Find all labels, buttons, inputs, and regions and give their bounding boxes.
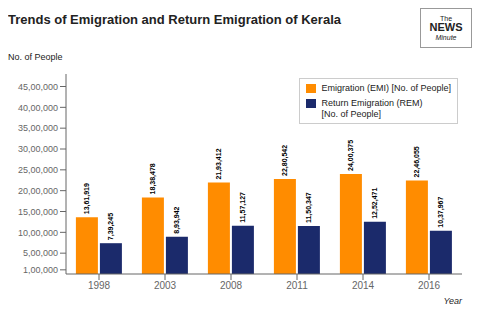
svg-text:15,00,000: 15,00,000 <box>18 207 58 217</box>
html-text:Trends of Emigration and Retur: Trends of Emigration and Return Emigrati… <box>8 12 341 27</box>
svg-text:11,57,127: 11,57,127 <box>239 192 247 223</box>
svg-text:1,00,000: 1,00,000 <box>23 265 58 275</box>
svg-text:12,52,471: 12,52,471 <box>371 188 379 219</box>
html-text:The: The <box>440 14 452 22</box>
svg-text:22,46,055: 22,46,055 <box>413 146 421 177</box>
svg-text:10,37,967: 10,37,967 <box>437 197 445 228</box>
svg-text:1998: 1998 <box>88 280 111 291</box>
svg-text:8,93,942: 8,93,942 <box>173 206 181 233</box>
html-text:Return Emigration (REM): Return Emigration (REM) <box>321 97 423 108</box>
svg-text:40,00,000: 40,00,000 <box>18 103 58 113</box>
html-text:NEWS: NEWS <box>429 21 463 34</box>
svg-text:18,38,478: 18,38,478 <box>149 163 157 194</box>
svg-text:30,00,000: 30,00,000 <box>18 144 58 154</box>
svg-text:11,50,347: 11,50,347 <box>305 192 313 223</box>
svg-text:2008: 2008 <box>220 280 243 291</box>
svg-text:7,39,245: 7,39,245 <box>107 213 115 240</box>
svg-text:2016: 2016 <box>418 280 441 291</box>
svg-text:21,93,412: 21,93,412 <box>215 148 223 179</box>
html-text:Year: Year <box>443 296 462 306</box>
html-text:Emigration (EMI) [No. of Peopl: Emigration (EMI) [No. of People] <box>321 83 451 93</box>
svg-text:2003: 2003 <box>154 280 177 291</box>
html-text:Minute: Minute <box>435 33 457 41</box>
svg-text:35,00,000: 35,00,000 <box>18 123 58 133</box>
html-text:No. of People: No. of People <box>8 52 63 62</box>
svg-text:13,61,919: 13,61,919 <box>83 183 91 214</box>
svg-text:22,80,542: 22,80,542 <box>281 145 289 176</box>
svg-text:25,00,000: 25,00,000 <box>18 165 58 175</box>
svg-text:24,00,375: 24,00,375 <box>347 140 355 171</box>
svg-text:10,00,000: 10,00,000 <box>18 228 58 238</box>
svg-text:20,00,000: 20,00,000 <box>18 186 58 196</box>
svg-text:2014: 2014 <box>352 280 375 291</box>
html-text:[No. of People]: [No. of People] <box>321 108 381 119</box>
svg-text:45,00,000: 45,00,000 <box>18 82 58 92</box>
svg-text:5,00,000: 5,00,000 <box>23 248 58 258</box>
svg-text:2011: 2011 <box>286 280 308 291</box>
